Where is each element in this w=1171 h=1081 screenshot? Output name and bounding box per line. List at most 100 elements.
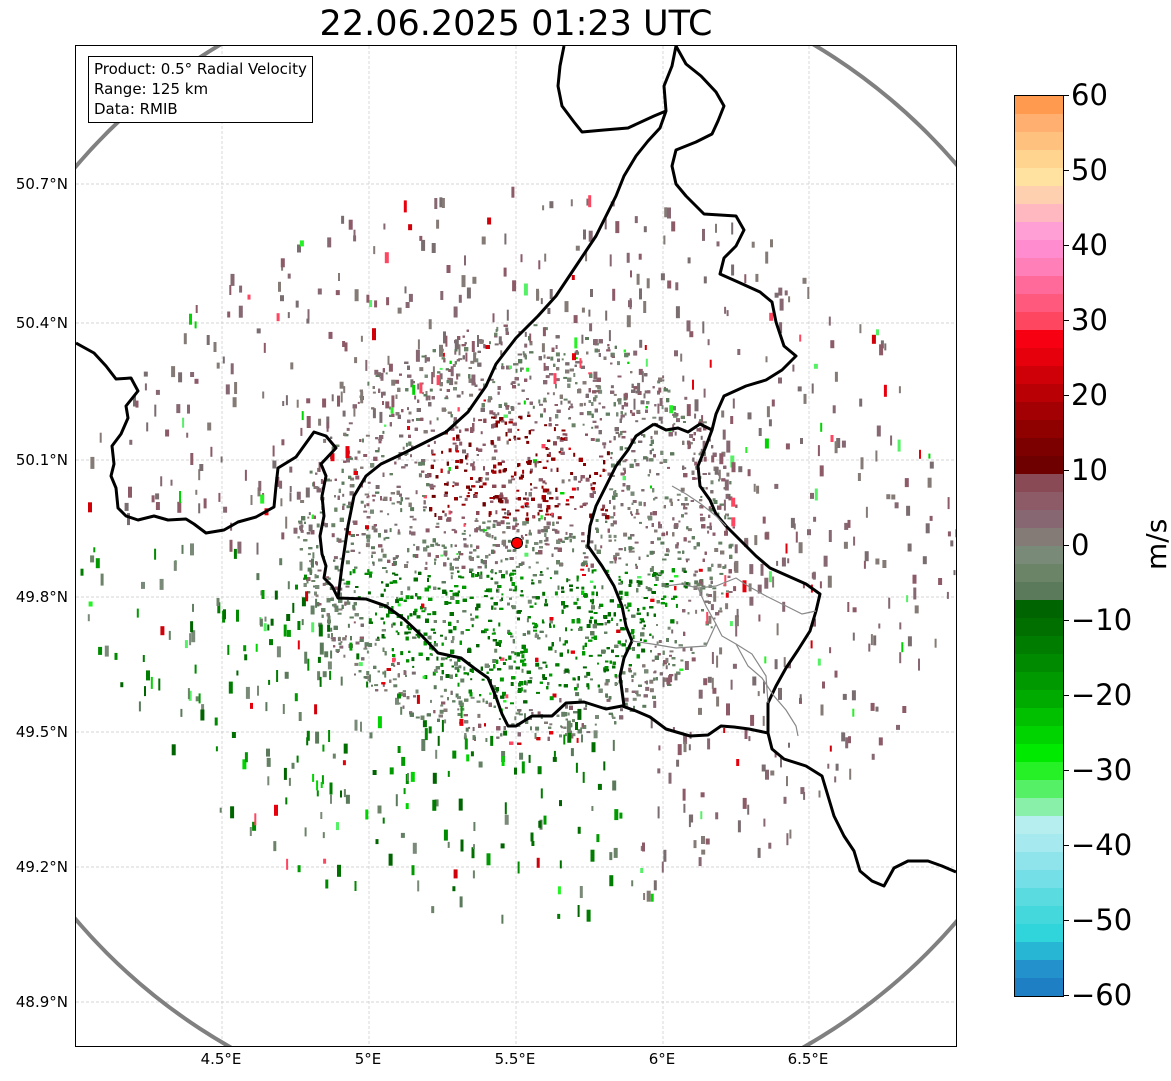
- velocity-echo: [718, 541, 723, 545]
- velocity-echo: [495, 329, 498, 332]
- velocity-echo: [455, 592, 460, 597]
- velocity-echo: [627, 536, 632, 540]
- velocity-echo: [582, 666, 587, 669]
- velocity-echo: [343, 654, 346, 658]
- velocity-echo: [475, 358, 479, 363]
- radar-map-canvas: [76, 46, 956, 1046]
- velocity-echo: [395, 379, 400, 384]
- velocity-echo: [298, 521, 303, 525]
- velocity-echo: [470, 678, 473, 681]
- velocity-echo: [394, 523, 398, 526]
- velocity-echo: [455, 600, 460, 604]
- velocity-echo: [707, 530, 710, 534]
- radar-map[interactable]: [75, 45, 957, 1047]
- velocity-echo: [410, 507, 415, 512]
- velocity-echo: [575, 692, 580, 697]
- velocity-echo: [666, 548, 669, 553]
- velocity-echo: [396, 662, 400, 665]
- velocity-echo: [627, 609, 630, 612]
- velocity-echo: [365, 434, 370, 437]
- velocity-echo: [648, 588, 653, 592]
- velocity-echo: [498, 622, 501, 627]
- velocity-echo: [494, 648, 498, 653]
- velocity-echo: [525, 539, 529, 544]
- velocity-echo: [633, 705, 635, 710]
- velocity-echo: [657, 537, 661, 541]
- velocity-echo: [588, 619, 592, 624]
- velocity-echo: [543, 327, 548, 331]
- velocity-echo: [323, 438, 327, 443]
- velocity-echo: [396, 597, 398, 600]
- velocity-echo: [606, 698, 611, 702]
- velocity-echo: [611, 714, 614, 718]
- velocity-echo: [570, 628, 573, 631]
- velocity-echo: [726, 472, 730, 477]
- velocity-echo: [353, 590, 356, 594]
- velocity-echo: [481, 678, 485, 681]
- velocity-echo: [346, 580, 351, 585]
- velocity-echo: [590, 483, 593, 487]
- velocity-echo: [555, 378, 560, 382]
- velocity-echo: [616, 623, 619, 626]
- velocity-echo: [585, 704, 588, 708]
- velocity-echo: [506, 526, 509, 529]
- velocity-echo: [719, 572, 724, 575]
- velocity-echo: [459, 441, 463, 446]
- velocity-echo: [440, 634, 443, 637]
- velocity-echo: [519, 594, 524, 597]
- velocity-echo: [567, 400, 571, 404]
- velocity-echo: [624, 402, 629, 407]
- velocity-echo: [567, 712, 570, 716]
- velocity-echo: [594, 425, 599, 429]
- velocity-echo: [402, 446, 405, 450]
- velocity-echo: [433, 685, 437, 690]
- velocity-echo: [450, 575, 453, 580]
- velocity-echo: [667, 549, 670, 553]
- velocity-echo: [662, 375, 665, 379]
- velocity-echo: [520, 505, 524, 508]
- velocity-echo: [610, 463, 615, 468]
- velocity-echo: [497, 412, 500, 416]
- velocity-echo: [523, 658, 526, 661]
- velocity-echo: [464, 428, 469, 432]
- velocity-echo: [404, 564, 408, 568]
- velocity-echo: [603, 445, 606, 449]
- velocity-echo: [352, 604, 356, 609]
- velocity-echo: [488, 511, 492, 516]
- velocity-echo: [649, 550, 654, 555]
- velocity-echo: [483, 630, 487, 634]
- velocity-echo: [632, 635, 635, 640]
- velocity-echo: [471, 624, 474, 628]
- velocity-echo: [535, 662, 540, 667]
- velocity-echo: [529, 470, 532, 474]
- velocity-echo: [483, 529, 487, 532]
- velocity-echo: [440, 657, 445, 661]
- velocity-echo: [623, 532, 628, 537]
- velocity-echo: [526, 440, 530, 444]
- velocity-echo: [691, 651, 695, 654]
- velocity-echo: [491, 632, 496, 635]
- velocity-echo: [669, 650, 674, 653]
- velocity-echo: [518, 713, 523, 716]
- velocity-echo: [560, 400, 563, 405]
- velocity-echo: [610, 385, 614, 389]
- velocity-echo: [333, 556, 338, 560]
- velocity-echo: [447, 601, 452, 604]
- velocity-echo: [542, 591, 546, 596]
- velocity-echo: [300, 529, 304, 533]
- velocity-echo: [527, 456, 531, 461]
- velocity-echo: [366, 503, 370, 507]
- velocity-echo: [337, 612, 342, 615]
- velocity-echo: [624, 447, 629, 450]
- velocity-echo: [478, 388, 482, 391]
- velocity-echo: [309, 470, 313, 474]
- velocity-echo: [617, 398, 622, 401]
- velocity-echo: [456, 553, 459, 555]
- velocity-echo: [683, 504, 686, 509]
- velocity-echo: [339, 645, 344, 649]
- velocity-echo: [518, 563, 523, 566]
- velocity-echo: [448, 630, 453, 634]
- velocity-echo: [437, 587, 441, 590]
- velocity-echo: [717, 563, 722, 568]
- velocity-echo: [586, 624, 591, 628]
